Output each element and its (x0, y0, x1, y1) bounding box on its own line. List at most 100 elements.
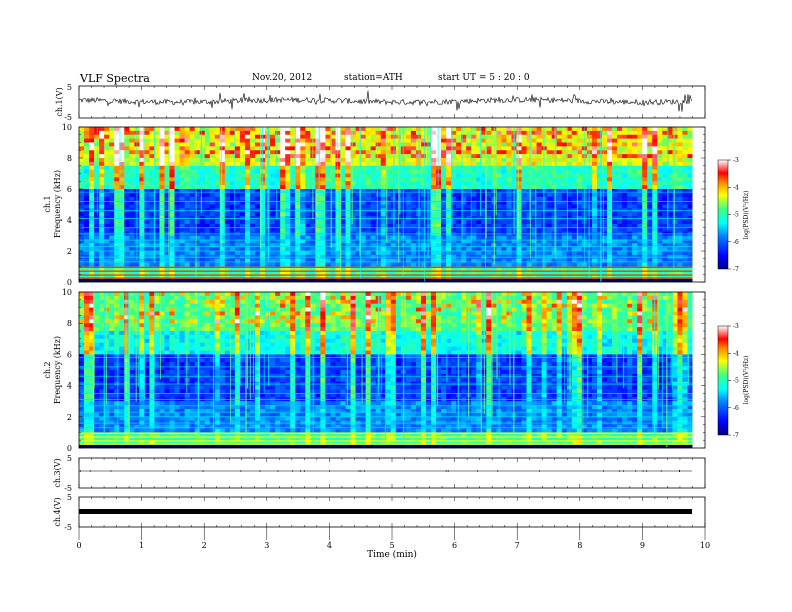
spectrogram-cell (144, 258, 150, 264)
spectrogram-cell (300, 146, 306, 151)
spectrogram-cell (561, 212, 568, 217)
spectrogram-cell (300, 200, 306, 205)
spectrogram-cell (239, 127, 246, 132)
spectrogram-cell (687, 239, 693, 244)
spectrogram-cell (551, 181, 558, 186)
spectrogram-cell (249, 192, 256, 198)
spectrogram-cell (556, 266, 563, 271)
spectrogram-cell (350, 161, 356, 167)
spectrogram-cell (622, 146, 628, 151)
spectrogram-cell (154, 223, 160, 229)
spectrogram-cell (531, 185, 537, 190)
spectrogram-cell (516, 138, 522, 143)
spectrogram-cell (149, 158, 155, 163)
spectrogram-cell (441, 204, 447, 209)
spectrogram-cell (637, 165, 643, 171)
spectrogram-cell (556, 185, 563, 190)
spectrogram-cell (320, 192, 326, 198)
spectrogram-cell (561, 173, 568, 178)
spectrogram-cell (385, 212, 392, 217)
spectrogram-cell (355, 258, 361, 264)
spectrogram-cell (275, 235, 281, 240)
spectrogram-cell (526, 146, 532, 151)
spectrogram-cell (607, 127, 613, 132)
spectrogram-cell (295, 181, 301, 186)
spectrogram-cell (627, 212, 633, 217)
spectrogram-cell (642, 142, 648, 147)
spectrogram-cell (657, 127, 663, 132)
spectrogram-cell (219, 239, 226, 244)
spectrogram-cell (179, 134, 185, 140)
spectrogram-cell (456, 161, 462, 167)
spectrogram-cell (657, 212, 663, 217)
spectrogram-cell (506, 134, 512, 140)
spectrogram-cell (94, 158, 100, 163)
spectrogram-cell (461, 185, 467, 190)
spectrogram-cell (546, 274, 553, 279)
spectrogram-cell (164, 142, 170, 147)
spectrogram-cell (104, 138, 110, 143)
spectrogram-cell (244, 189, 251, 194)
spectrogram-cell (486, 204, 492, 209)
spectrogram-cell (89, 181, 95, 186)
spectrogram-cell (561, 243, 568, 248)
spectrogram-cell (114, 181, 120, 186)
spectrogram-cell (647, 266, 653, 271)
spectrogram-cell (461, 165, 467, 171)
spectrogram-cell (315, 158, 321, 163)
spectrogram-cell (89, 251, 95, 256)
spectrogram-cell (295, 227, 301, 233)
spectrogram-cell (375, 212, 382, 217)
spectrogram-cell (79, 212, 85, 217)
spectrogram-cell (89, 189, 95, 194)
spectrogram-cell (350, 274, 356, 279)
spectrogram-cell (129, 177, 135, 182)
spectrogram-cell (672, 243, 678, 248)
spectrogram-cell (531, 146, 537, 151)
spectrogram-cell (229, 262, 236, 267)
spectrogram-cell (526, 274, 532, 279)
spectrogram-cell (234, 212, 241, 217)
spectrogram-cell (627, 270, 633, 275)
spectrogram-cell (305, 146, 311, 151)
spectrogram-cell (355, 138, 361, 143)
spectrogram-cell (370, 235, 377, 240)
spectrogram-cell (662, 192, 668, 198)
spectrogram-cell (229, 200, 236, 205)
spectrogram-cell (657, 185, 663, 190)
spectrogram-cell (436, 150, 442, 155)
spectrogram-cell (546, 165, 553, 171)
spectrogram-cell (119, 266, 125, 271)
spectrogram-cell (370, 251, 377, 256)
spectrogram-cell (144, 185, 150, 190)
spectrogram-cell (420, 251, 427, 256)
spectrogram-cell (461, 270, 467, 275)
spectrogram-cell (305, 165, 311, 171)
spectrogram-cell (184, 258, 191, 264)
spectrogram-cell (89, 239, 95, 244)
spectrogram-cell (184, 212, 191, 217)
spectrogram-cell (662, 227, 668, 233)
spectrogram-cell (441, 130, 447, 136)
spectrogram-cell (561, 142, 568, 147)
spectrogram-cell (169, 177, 175, 182)
spectrogram-cell (290, 154, 296, 159)
spectrogram-cell (325, 142, 331, 147)
spectrogram-cell (144, 196, 150, 202)
spectrogram-cell (280, 138, 286, 143)
spectrogram-cell (476, 223, 482, 229)
spectrogram-cell (476, 266, 482, 271)
spectrogram-cell (340, 169, 346, 174)
spectrogram-cell (149, 251, 155, 256)
spectrogram-cell (169, 266, 175, 271)
spectrogram-cell (571, 212, 578, 217)
spectrogram-cell (305, 177, 311, 182)
spectrogram-cell (260, 274, 266, 279)
spectrogram-cell (617, 185, 623, 190)
spectrogram-cell (280, 146, 286, 151)
spectrogram-cell (365, 235, 372, 240)
spectrogram-cell (551, 192, 558, 198)
spectrogram-cell (290, 189, 296, 194)
spectrogram-cell (591, 220, 598, 225)
spectrogram-cell (244, 130, 251, 136)
